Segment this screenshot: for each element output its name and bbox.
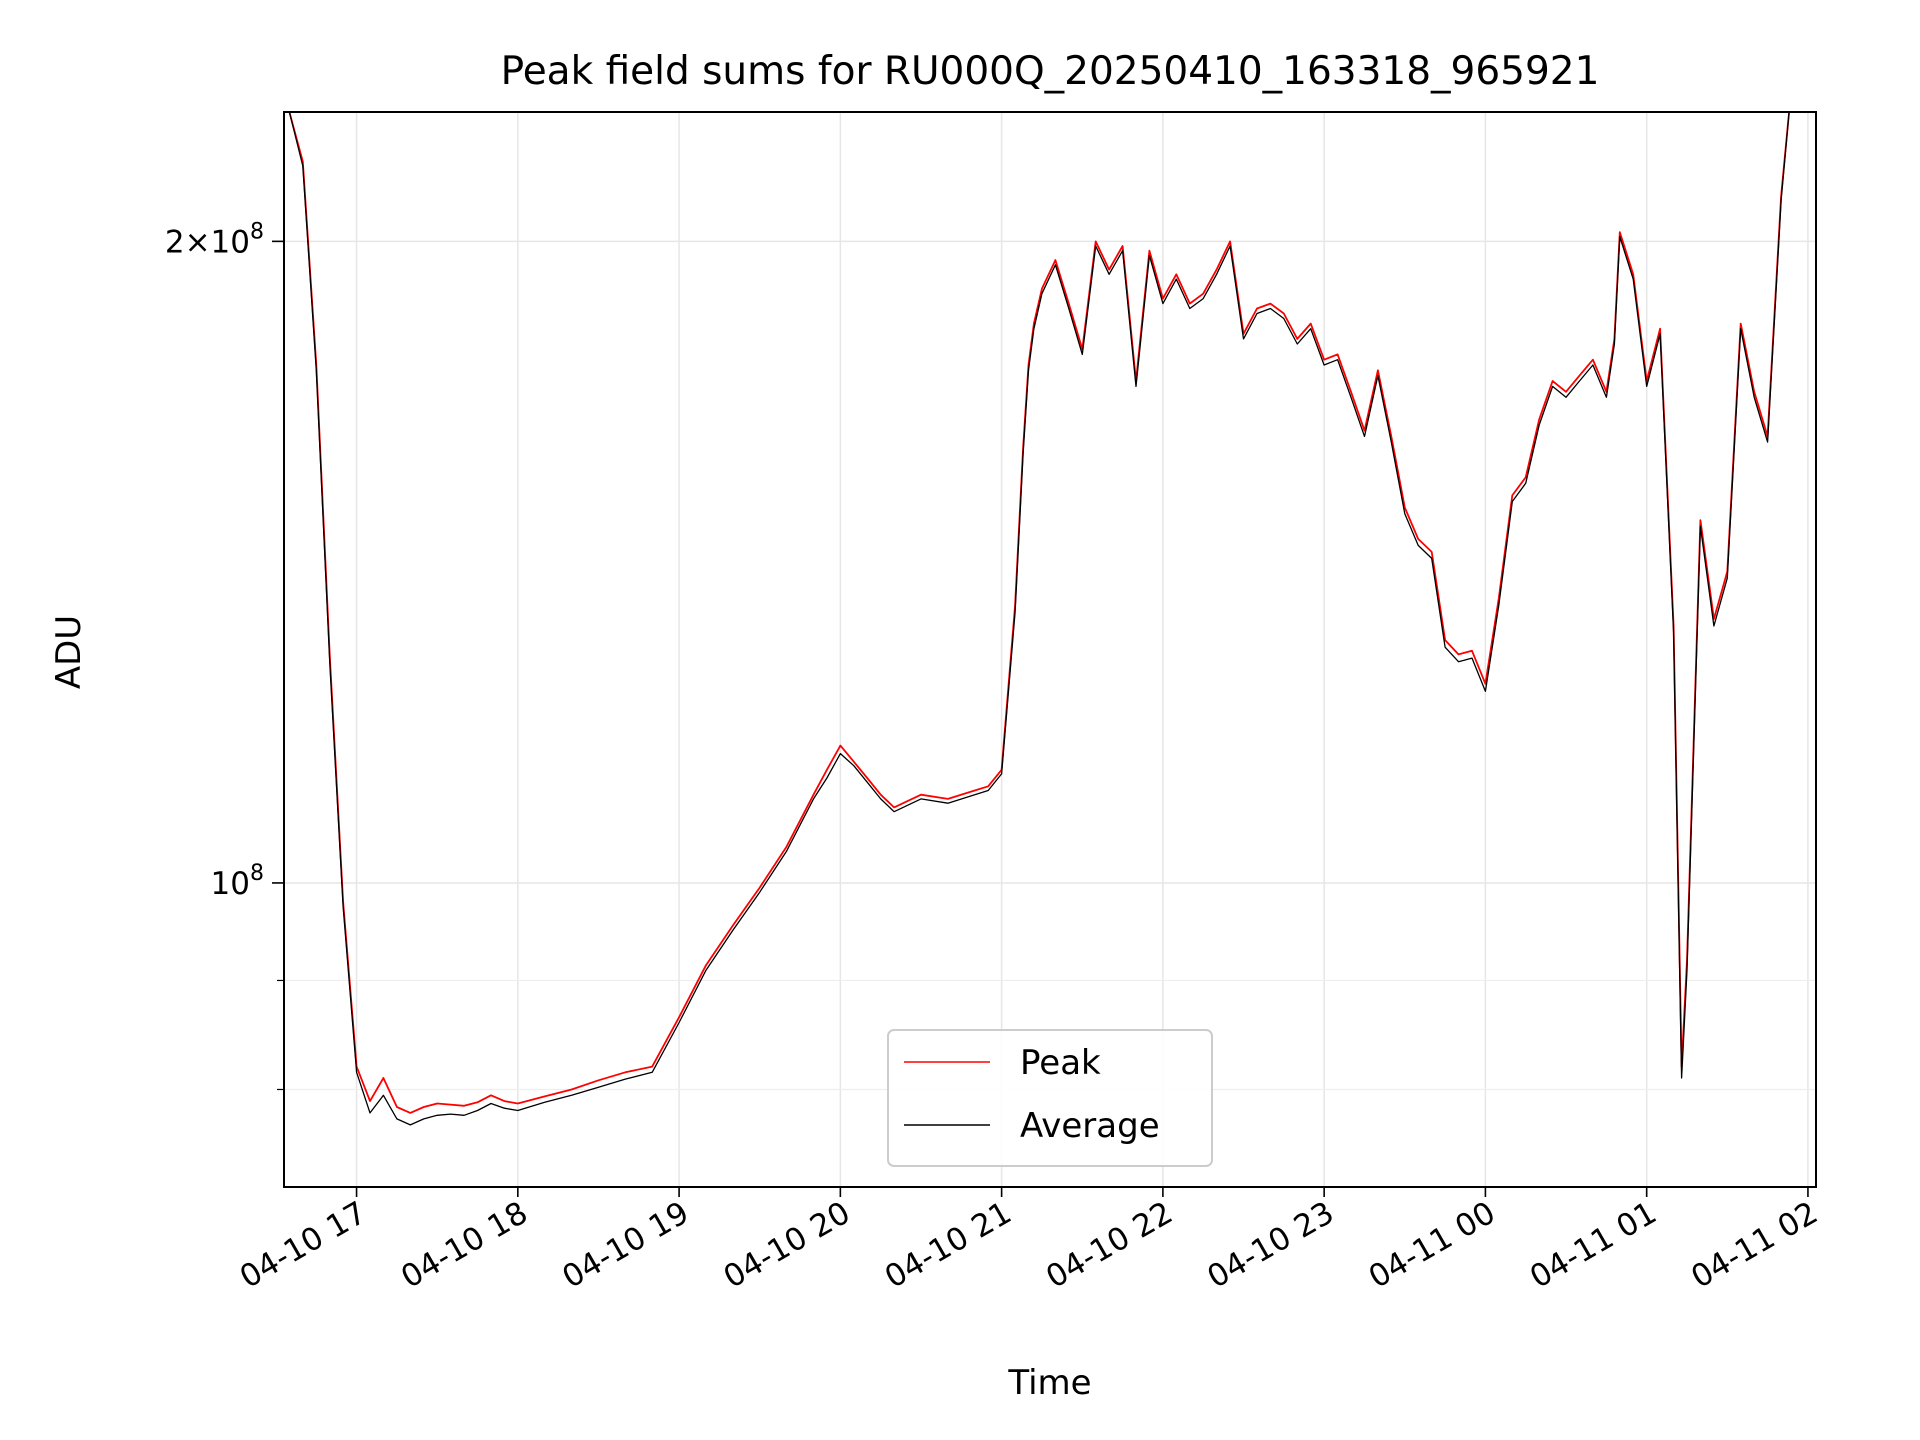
x-axis-label: Time bbox=[1007, 1363, 1091, 1403]
legend: Peak Average bbox=[887, 1029, 1213, 1167]
y-tick-label: 2×108 bbox=[165, 219, 264, 260]
series-line-average bbox=[288, 112, 1790, 1126]
plot-frame bbox=[283, 111, 1817, 1188]
legend-box bbox=[887, 1029, 1213, 1167]
chart-title: Peak field sums for RU000Q_20250410_1633… bbox=[501, 49, 1600, 94]
series-lines bbox=[288, 112, 1790, 1126]
legend-label-average: Average bbox=[1020, 1106, 1160, 1146]
gridlines bbox=[284, 112, 1816, 1187]
legend-label-peak: Peak bbox=[1020, 1043, 1101, 1083]
y-axis-label: ADU bbox=[49, 615, 89, 689]
